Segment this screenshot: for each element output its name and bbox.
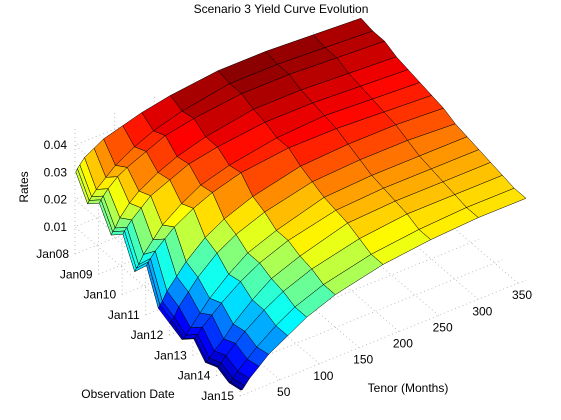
y-tick-label: Jan13	[154, 348, 187, 362]
surface-patch	[87, 199, 102, 205]
x-tick-label: 350	[512, 288, 532, 302]
axis-ticks: 50 100 150 200 250 300 350 Jan08 Jan09 Jan10 Jan11…	[36, 138, 532, 403]
x-axis-label: Tenor (Months)	[368, 381, 449, 395]
x-tick-label: 200	[393, 337, 413, 351]
z-tick-label: 0.04	[44, 138, 68, 152]
z-tick-label: 0.03	[44, 165, 68, 179]
y-tick-label: Jan14	[178, 369, 211, 383]
y-tick-label: Jan09	[60, 267, 93, 281]
z-tick-label: 0.02	[44, 193, 68, 207]
surface-patch	[228, 381, 243, 391]
chart-title: Scenario 3 Yield Curve Evolution	[194, 2, 369, 16]
z-axis-label: Rates	[17, 171, 31, 202]
x-tick-label: 300	[472, 304, 492, 318]
y-axis-label: Observation Date	[81, 387, 175, 401]
x-tick-label: 250	[433, 320, 453, 334]
x-tick-label: 50	[277, 385, 291, 399]
z-tick-label: 0.01	[44, 220, 68, 234]
y-tick-label: Jan11	[108, 308, 140, 322]
y-tick-label: Jan12	[131, 328, 164, 342]
y-tick-label: Jan08	[36, 247, 69, 261]
x-tick-label: 100	[313, 369, 333, 383]
y-tick-label: Jan15	[201, 389, 234, 403]
surface-patch	[110, 230, 125, 236]
surface-plot	[75, 17, 527, 391]
y-tick-label: Jan10	[83, 288, 116, 302]
x-tick-label: 150	[353, 353, 373, 367]
